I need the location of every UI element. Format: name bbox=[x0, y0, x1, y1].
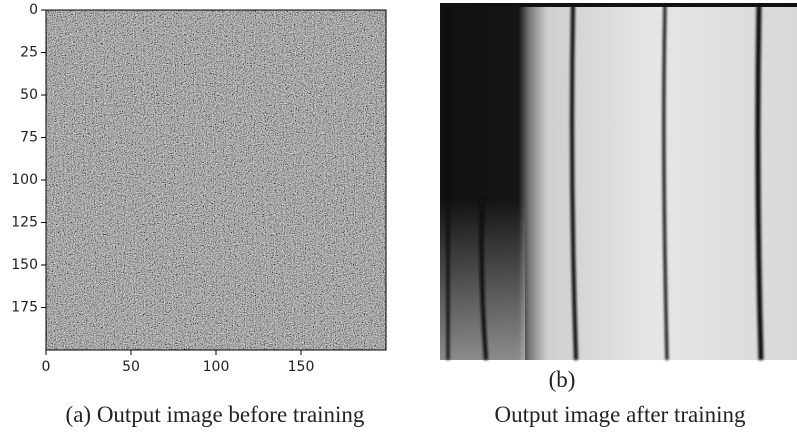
y-tick-label: 25 bbox=[20, 45, 38, 61]
y-tick-label: 50 bbox=[20, 87, 38, 103]
y-tick-label: 100 bbox=[11, 172, 38, 188]
noise-image bbox=[46, 10, 386, 350]
caption: (a) Output image before training bbox=[66, 402, 365, 427]
panel-label: (b) bbox=[549, 367, 576, 392]
y-tick-label: 75 bbox=[20, 130, 38, 146]
x-tick-label: 150 bbox=[288, 359, 315, 375]
x-tick-label: 0 bbox=[42, 359, 51, 375]
x-tick-label: 100 bbox=[203, 359, 230, 375]
caption: Output image after training bbox=[494, 402, 746, 427]
x-tick-label: 50 bbox=[122, 359, 140, 375]
y-tick-label: 150 bbox=[11, 257, 38, 273]
y-tick-label: 125 bbox=[11, 215, 38, 231]
y-tick-label: 175 bbox=[11, 300, 38, 316]
trained-image bbox=[440, 3, 797, 360]
y-tick-label: 0 bbox=[29, 2, 38, 18]
figure: 0 50 100 150 0 25 50 75 100 125 150 175 (b) (a) Out… bbox=[0, 0, 797, 438]
